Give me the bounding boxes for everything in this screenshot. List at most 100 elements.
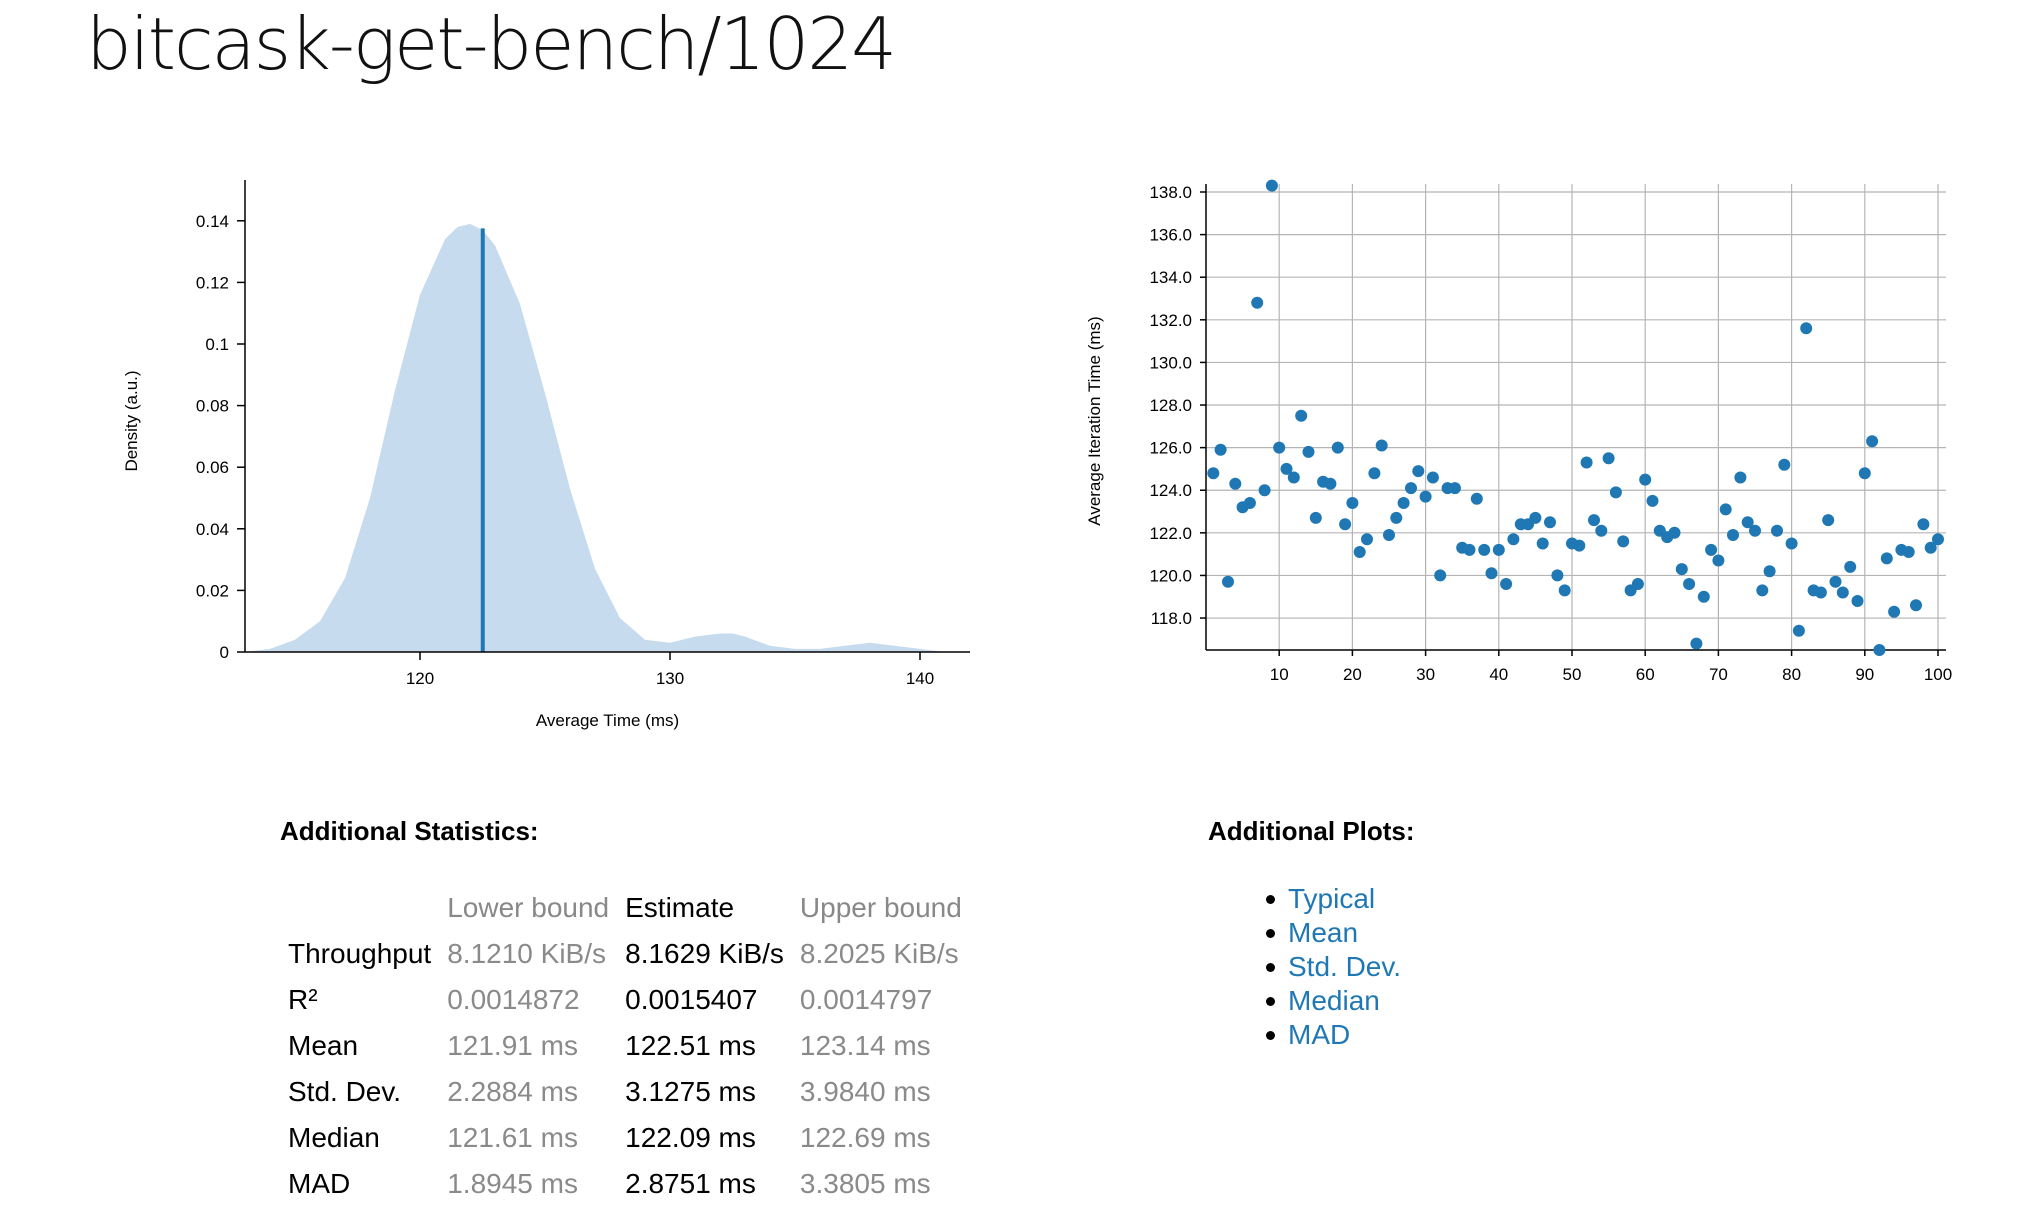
x-tick-label: 60: [1636, 665, 1655, 684]
data-point: [1910, 599, 1922, 612]
data-point: [1646, 494, 1659, 507]
statistics-upper-bound: 8.2025 KiB/s: [799, 938, 959, 969]
y-tick-label: 0.14: [196, 212, 229, 231]
y-tick-label: 120.0: [1149, 566, 1192, 585]
y-tick-label: 132.0: [1149, 311, 1192, 330]
data-point: [1463, 543, 1476, 556]
data-point: [1763, 565, 1776, 578]
data-point: [1536, 537, 1549, 550]
data-point: [1792, 624, 1805, 637]
data-point: [1771, 524, 1783, 537]
statistics-row-label: R²: [288, 984, 318, 1015]
x-tick-label: 70: [1709, 665, 1728, 684]
data-point: [1617, 535, 1630, 548]
y-tick-label: 124.0: [1149, 481, 1192, 500]
iteration-times-chart: 118.0 120.0 122.0 124.0 126.0 128.0 130.0 132.0…: [1085, 179, 1952, 684]
data-point: [1734, 471, 1747, 484]
data-point: [1470, 492, 1483, 505]
data-point: [1243, 497, 1256, 509]
statistics-row-label: Std. Dev.: [288, 1076, 402, 1107]
additional-plots-heading: Additional Plots:: [1208, 816, 1415, 846]
data-point: [1595, 524, 1608, 537]
statistics-estimate: 122.09 ms: [625, 1122, 756, 1153]
y-tick-label: 0.04: [196, 520, 229, 539]
statistics-lower-bound: 8.1210 KiB/s: [447, 938, 606, 969]
plot-link-item: Mean: [1266, 916, 1401, 950]
plot-link-std-dev[interactable]: Std. Dev.: [1288, 951, 1402, 982]
data-point: [1858, 467, 1871, 480]
data-point: [1639, 473, 1652, 486]
plot-link-mad[interactable]: MAD: [1288, 1019, 1351, 1050]
statistics-row: MAD 1.8945 ms 2.8751 ms 3.3805 ms: [280, 1161, 970, 1207]
bullet-icon: [1266, 1031, 1275, 1040]
statistics-row: Mean 121.91 ms 122.51 ms 123.14 ms: [280, 1023, 970, 1069]
data-point: [1719, 503, 1732, 516]
y-tick-label: 138.0: [1149, 183, 1192, 202]
statistics-estimate: 122.51 ms: [625, 1030, 756, 1061]
statistics-header-row: Lower bound Estimate Upper bound: [280, 885, 970, 931]
y-tick-label: 136.0: [1149, 226, 1192, 245]
data-point: [1353, 546, 1366, 558]
y-tick-label: 134.0: [1149, 268, 1192, 287]
data-point: [1924, 541, 1937, 554]
plot-link-typical[interactable]: Typical: [1288, 883, 1376, 914]
x-tick-label: 20: [1343, 665, 1362, 684]
data-point: [1851, 595, 1864, 607]
statistics-row: R² 0.0014872 0.0015407 0.0014797: [280, 977, 970, 1023]
data-point: [1551, 569, 1564, 582]
statistics-estimate: 3.1275 ms: [625, 1076, 756, 1107]
additional-plots-list: Typical Mean Std. Dev. Median MAD: [1266, 882, 1402, 1052]
x-tick-label: 40: [1489, 665, 1508, 684]
statistics-row-label: Throughput: [288, 938, 432, 969]
plot-link-item: Typical: [1266, 882, 1401, 916]
data-point: [1324, 477, 1337, 490]
data-point: [1727, 529, 1739, 541]
plot-link-mean[interactable]: Mean: [1288, 917, 1359, 948]
data-point: [1222, 575, 1234, 588]
statistics-row: Throughput 8.1210 KiB/s 8.1629 KiB/s 8.2025…: [280, 931, 970, 977]
y-tick-label: 128.0: [1149, 396, 1192, 415]
data-point: [1580, 456, 1593, 469]
x-tick-label: 80: [1782, 665, 1801, 684]
data-point: [1397, 497, 1410, 509]
data-point: [1675, 563, 1688, 576]
plot-link-item: Median: [1266, 984, 1401, 1018]
x-tick-label: 90: [1855, 665, 1874, 684]
bullet-icon: [1266, 997, 1275, 1006]
data-point: [1588, 514, 1600, 527]
data-point: [1265, 179, 1278, 192]
data-point: [1814, 586, 1827, 599]
x-axis-label: Average Time (ms): [536, 711, 679, 730]
data-point: [1273, 441, 1286, 454]
statistics-estimate: 2.8751 ms: [625, 1168, 756, 1199]
data-point: [1544, 516, 1556, 529]
statistics-upper-bound: 0.0014797: [799, 984, 933, 1015]
data-point: [1419, 490, 1432, 503]
statistics-row: Median 121.61 ms 122.09 ms 122.69 ms: [280, 1115, 970, 1161]
x-tick-label: 10: [1270, 665, 1289, 684]
x-tick-label: 140: [906, 669, 934, 688]
data-point: [1778, 458, 1791, 471]
data-point: [1785, 537, 1798, 550]
data-point: [1631, 578, 1644, 590]
data-point: [1741, 516, 1754, 529]
density-chart: 0 0.02 0.04 0.06 0.08 0.1 0.12 0.14 120 130 140 Ave…: [122, 180, 970, 730]
page-title: bitcask-get-bench/1024: [86, 2, 897, 86]
data-point: [1331, 441, 1344, 454]
data-point: [1287, 471, 1300, 484]
plot-link-median[interactable]: Median: [1288, 985, 1380, 1016]
statistics-row-label: Mean: [288, 1030, 359, 1061]
statistics-row-label: MAD: [288, 1168, 351, 1199]
data-point: [1844, 560, 1857, 573]
bullet-icon: [1266, 963, 1275, 972]
data-point: [1405, 482, 1417, 495]
statistics-header-upper: Upper bound: [799, 892, 962, 923]
statistics-upper-bound: 3.3805 ms: [799, 1168, 931, 1199]
y-tick-label: 0.1: [205, 335, 229, 354]
x-tick-label: 130: [656, 669, 684, 688]
data-point: [1836, 586, 1849, 599]
statistics-upper-bound: 123.14 ms: [799, 1030, 931, 1061]
statistics-lower-bound: 2.2884 ms: [447, 1076, 578, 1107]
data-point: [1448, 482, 1461, 495]
data-point: [1668, 526, 1681, 539]
